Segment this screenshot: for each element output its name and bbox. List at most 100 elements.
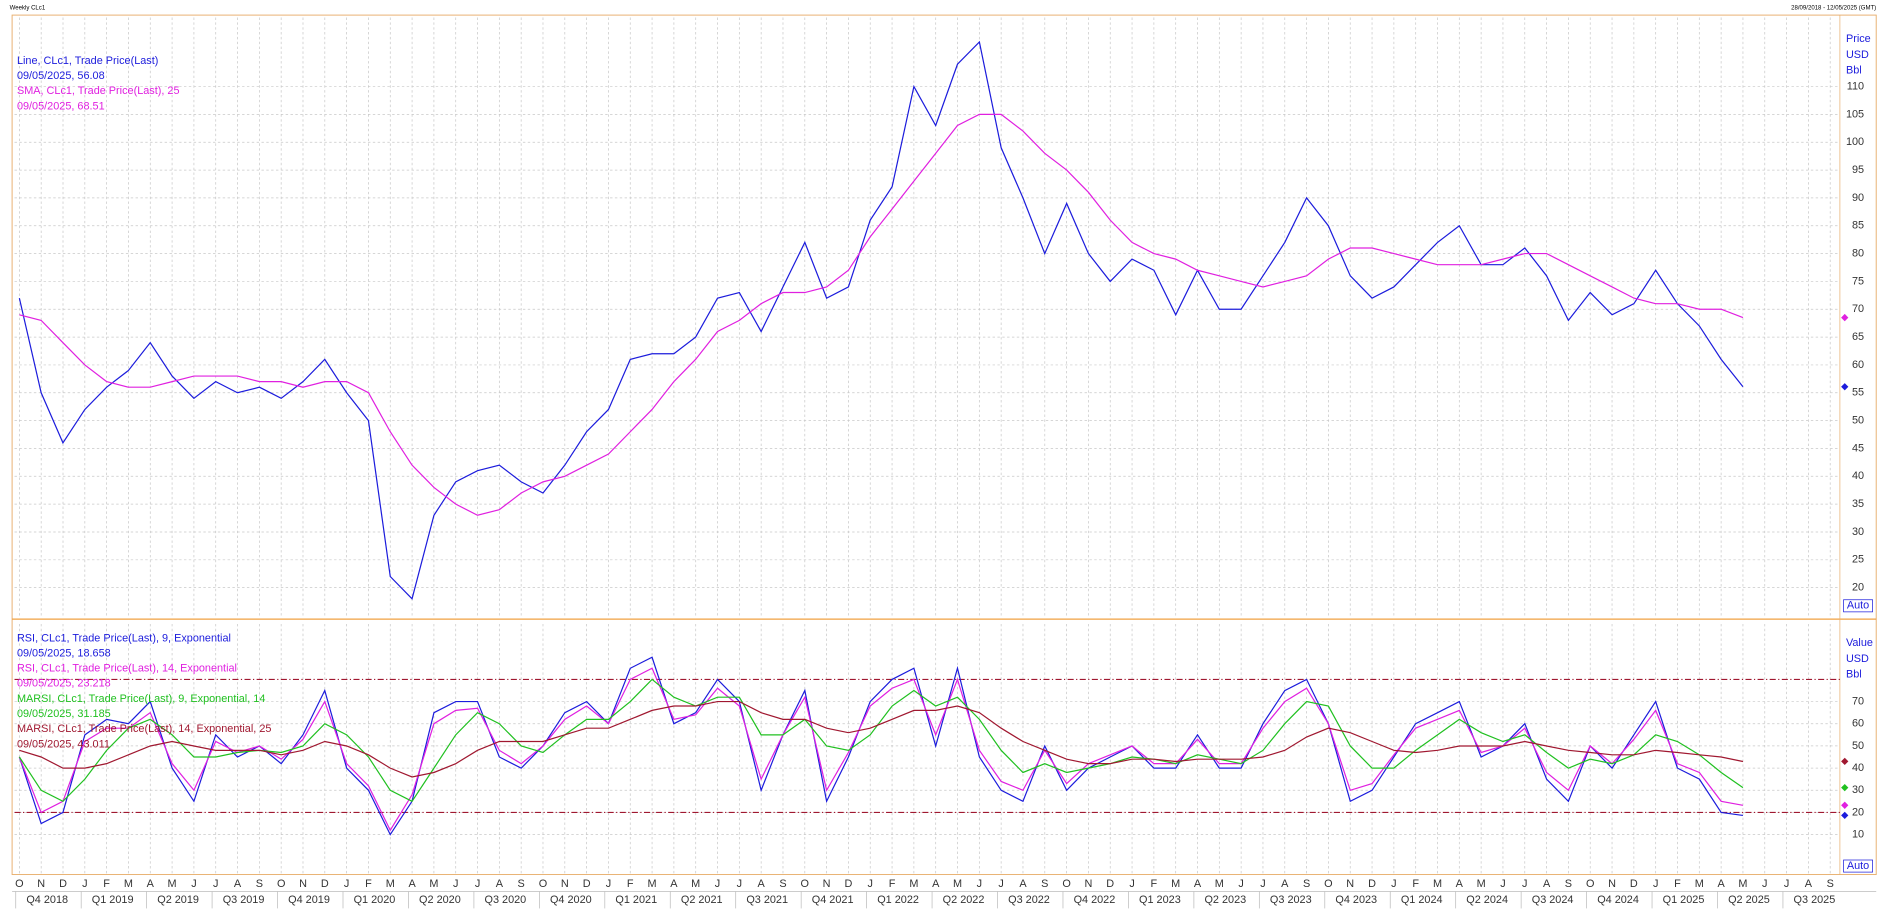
x-tick-label: M (1171, 878, 1180, 890)
y-tick-label: 70 (1852, 695, 1864, 707)
legend-last-value: 09/05/2025, 68.51 (17, 100, 105, 112)
x-tick-label: N (1346, 878, 1354, 890)
quarter-label: Q2 2020 (419, 894, 461, 906)
legend-name: MARSI, CLc1, Trade Price(Last), 9, Expon… (17, 693, 265, 705)
last-value-marker (1841, 757, 1849, 766)
x-tick-label: S (1565, 878, 1572, 890)
x-tick-label: S (518, 878, 525, 890)
x-tick-label: F (103, 878, 110, 890)
x-tick-label: A (1019, 878, 1027, 890)
x-tick-label: A (1717, 878, 1725, 890)
y-tick-label: 55 (1852, 387, 1864, 399)
x-tick-label: N (1608, 878, 1616, 890)
y-tick-label: 60 (1852, 718, 1864, 730)
x-tick-label: J (1391, 878, 1396, 890)
quarter-label: Q3 2023 (1270, 894, 1312, 906)
x-tick-label: A (932, 878, 940, 890)
x-tick-label: A (1456, 878, 1464, 890)
x-tick-label: F (627, 878, 634, 890)
quarter-label: Q2 2019 (157, 894, 199, 906)
quarter-label: Q2 2024 (1466, 894, 1508, 906)
date-range: 28/09/2018 - 12/05/2025 (GMT) (1791, 5, 1876, 11)
x-tick-label: F (1674, 878, 1681, 890)
x-tick-label: S (256, 878, 263, 890)
x-tick-label: O (1586, 878, 1594, 890)
x-tick-label: O (1062, 878, 1070, 890)
x-tick-label: A (147, 878, 155, 890)
x-tick-label: J (1762, 878, 1767, 890)
x-tick-label: J (1653, 878, 1658, 890)
x-tick-label: A (758, 878, 766, 890)
x-tick-label: J (1129, 878, 1134, 890)
x-tick-label: J (715, 878, 720, 890)
y-tick-label: 50 (1852, 740, 1864, 752)
legend-last-value: 09/05/2025, 43.011 (17, 738, 110, 750)
legend-last-value: 09/05/2025, 18.658 (17, 647, 111, 659)
x-tick-label: N (823, 878, 831, 890)
scale-button-label: Auto (1847, 860, 1869, 872)
x-tick-label: M (909, 878, 918, 890)
y-tick-label: 75 (1852, 275, 1864, 287)
x-tick-label: M (648, 878, 657, 890)
quarter-label: Q2 2025 (1728, 894, 1770, 906)
y-tick-label: 35 (1852, 498, 1864, 510)
scale-button-label: Auto (1847, 600, 1869, 612)
x-tick-label: F (889, 878, 896, 890)
x-tick-label: J (344, 878, 349, 890)
x-tick-label: O (801, 878, 809, 890)
x-tick-label: N (37, 878, 45, 890)
quarter-label: Q1 2020 (354, 894, 396, 906)
x-tick-label: N (299, 878, 307, 890)
x-tick-label: D (321, 878, 329, 890)
x-tick-label: A (1805, 878, 1813, 890)
x-tick-label: J (977, 878, 982, 890)
y-tick-label: 110 (1847, 80, 1864, 92)
y-tick-label: 20 (1852, 582, 1864, 594)
quarter-label: Q3 2025 (1794, 894, 1836, 906)
x-tick-label: A (234, 878, 242, 890)
x-tick-label: D (1106, 878, 1114, 890)
last-value-marker (1841, 383, 1849, 391)
x-tick-label: F (1151, 878, 1158, 890)
y-tick-label: 40 (1852, 470, 1864, 482)
quarter-label: Q1 2021 (615, 894, 657, 906)
legend-last-value: 09/05/2025, 56.08 (17, 70, 105, 82)
series-line (18, 656, 1744, 836)
axis-unit: Price (1846, 33, 1871, 45)
x-tick-label: S (1041, 878, 1048, 890)
quarter-label: Q1 2022 (877, 894, 919, 906)
x-tick-label: S (1827, 878, 1834, 890)
x-tick-label: M (386, 878, 395, 890)
x-tick-label: N (1084, 878, 1092, 890)
axis-unit: Bbl (1846, 65, 1862, 77)
x-tick-label: M (1215, 878, 1224, 890)
y-tick-label: 70 (1852, 303, 1864, 315)
x-tick-label: M (168, 878, 177, 890)
chart-header: Weekly CLc1 (10, 5, 46, 11)
x-tick-label: J (1522, 878, 1527, 890)
quarter-label: Q1 2024 (1401, 894, 1443, 906)
x-tick-label: M (1695, 878, 1704, 890)
last-value-marker (1841, 811, 1849, 820)
x-tick-label: O (1324, 878, 1332, 890)
x-tick-label: D (1368, 878, 1376, 890)
x-tick-label: J (868, 878, 873, 890)
axis-unit: Bbl (1846, 669, 1862, 681)
quarter-label: Q3 2024 (1532, 894, 1574, 906)
quarter-label: Q4 2018 (26, 894, 68, 906)
quarter-label: Q3 2021 (746, 894, 788, 906)
quarter-label: Q1 2023 (1139, 894, 1181, 906)
x-tick-label: M (953, 878, 962, 890)
x-tick-label: D (845, 878, 853, 890)
x-tick-label: J (191, 878, 196, 890)
x-tick-label: S (1303, 878, 1310, 890)
x-tick-label: J (213, 878, 218, 890)
x-tick-label: M (691, 878, 700, 890)
y-tick-label: 30 (1852, 526, 1864, 538)
last-value-marker (1841, 784, 1849, 792)
x-tick-label: J (1500, 878, 1505, 890)
x-tick-label: A (408, 878, 416, 890)
quarter-label: Q2 2023 (1204, 894, 1246, 906)
x-tick-label: A (670, 878, 678, 890)
